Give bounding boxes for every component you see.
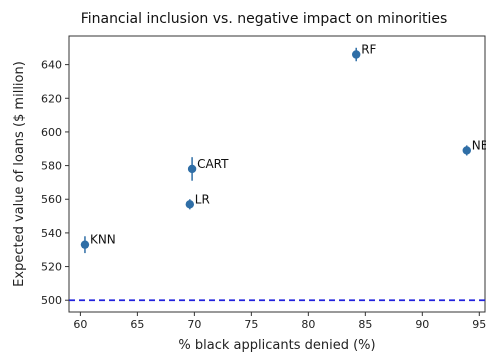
plot-frame xyxy=(68,35,486,313)
x-axis-ticks: 60 65 70 75 80 85 90 95 xyxy=(73,312,486,331)
x-tick-label: 70 xyxy=(187,318,201,331)
chart-title: Financial inclusion vs. negative impact … xyxy=(81,11,448,27)
x-tick-label: 80 xyxy=(301,318,315,331)
y-axis-label: Expected value of loans ($ million) xyxy=(12,61,27,287)
y-tick-label: 520 xyxy=(41,261,62,274)
y-tick-label: 500 xyxy=(41,294,62,307)
y-tick-label: 580 xyxy=(41,160,62,173)
point-label: KNN xyxy=(90,233,116,247)
data-point xyxy=(187,164,197,174)
x-tick-label: 90 xyxy=(415,318,429,331)
y-tick-label: 540 xyxy=(41,227,62,240)
data-point xyxy=(80,240,90,249)
x-tick-label: 75 xyxy=(244,318,258,331)
point-label: CART xyxy=(197,157,229,171)
x-tick-label: 60 xyxy=(73,318,87,331)
data-point xyxy=(352,50,361,59)
point-label: LR xyxy=(195,192,210,206)
y-axis-ticks: 500 520 540 560 580 600 620 640 xyxy=(41,59,69,307)
y-tick-label: 560 xyxy=(41,193,62,206)
data-point xyxy=(185,200,195,209)
x-tick-label: 95 xyxy=(472,318,486,331)
x-tick-label: 85 xyxy=(358,318,372,331)
data-points-layer: KNN LR CART RF NB xyxy=(80,43,486,254)
x-tick-label: 65 xyxy=(130,318,144,331)
y-tick-label: 620 xyxy=(41,92,62,105)
data-point xyxy=(462,146,471,155)
x-axis-label: % black applicants denied (%) xyxy=(178,338,375,353)
y-tick-label: 640 xyxy=(41,59,62,72)
point-label: NB xyxy=(472,138,486,152)
y-tick-label: 600 xyxy=(41,126,62,139)
point-label: RF xyxy=(361,43,376,57)
